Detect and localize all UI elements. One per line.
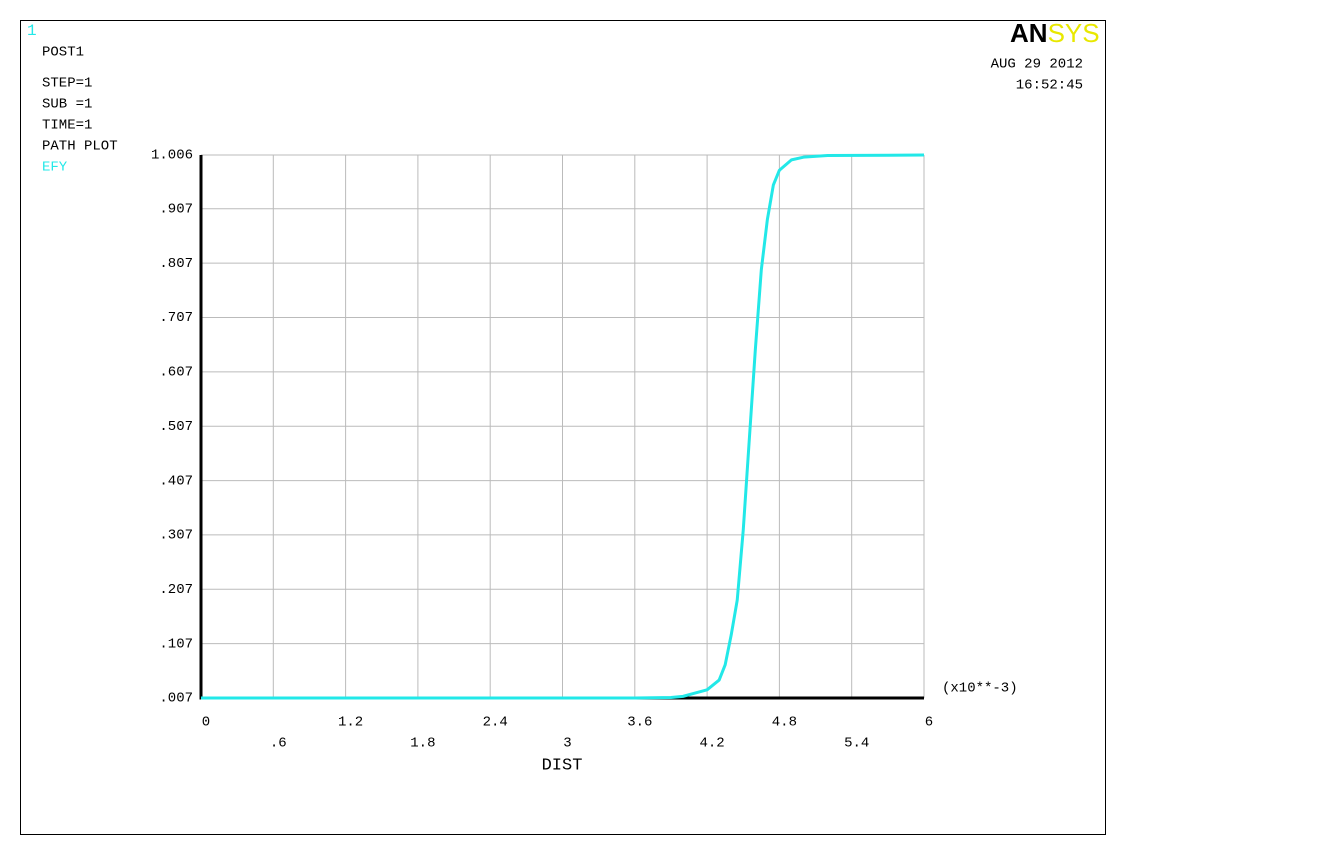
y-tick-label: .607 <box>159 365 193 381</box>
y-tick-label: .007 <box>159 691 193 707</box>
x-tick-label: 1.2 <box>338 715 363 731</box>
x-axis-label: DIST <box>542 756 583 775</box>
logo-an: AN <box>1010 18 1048 48</box>
x-tick-label: 3.6 <box>627 715 652 731</box>
x-multiplier: (x10**-3) <box>942 681 1018 697</box>
y-tick-label: .407 <box>159 473 193 489</box>
logo-sys: SYS <box>1048 18 1100 48</box>
x-tick-label: 6 <box>925 715 933 731</box>
y-tick-label: .807 <box>159 256 193 272</box>
time: 16:52:45 <box>1016 78 1083 94</box>
y-tick-label: .507 <box>159 419 193 435</box>
x-tick-label: 4.2 <box>699 736 724 752</box>
y-tick-label: .707 <box>159 310 193 326</box>
info-line: PATH PLOT <box>42 139 118 155</box>
y-tick-label: 1.006 <box>151 148 193 164</box>
info-line: STEP=1 <box>42 76 92 92</box>
date: AUG 29 2012 <box>991 57 1083 73</box>
x-tick-label: 4.8 <box>772 715 797 731</box>
window-number: 1 <box>27 22 37 40</box>
x-tick-label: 5.4 <box>844 736 869 752</box>
y-tick-label: .907 <box>159 202 193 218</box>
logo: ANSYS <box>1010 18 1100 48</box>
y-tick-label: .307 <box>159 528 193 544</box>
info-line: SUB =1 <box>42 97 92 113</box>
y-tick-label: .207 <box>159 582 193 598</box>
x-tick-label: 2.4 <box>483 715 508 731</box>
info-line: TIME=1 <box>42 118 92 134</box>
x-tick-label: 0 <box>202 715 210 731</box>
y-tick-label: .107 <box>159 636 193 652</box>
legend-entry: EFY <box>42 160 68 176</box>
data-line <box>201 153 925 700</box>
info-line: POST1 <box>42 45 84 61</box>
x-tick-label: .6 <box>270 736 287 752</box>
x-tick-label: 1.8 <box>410 736 435 752</box>
x-tick-label: 3 <box>563 736 571 752</box>
